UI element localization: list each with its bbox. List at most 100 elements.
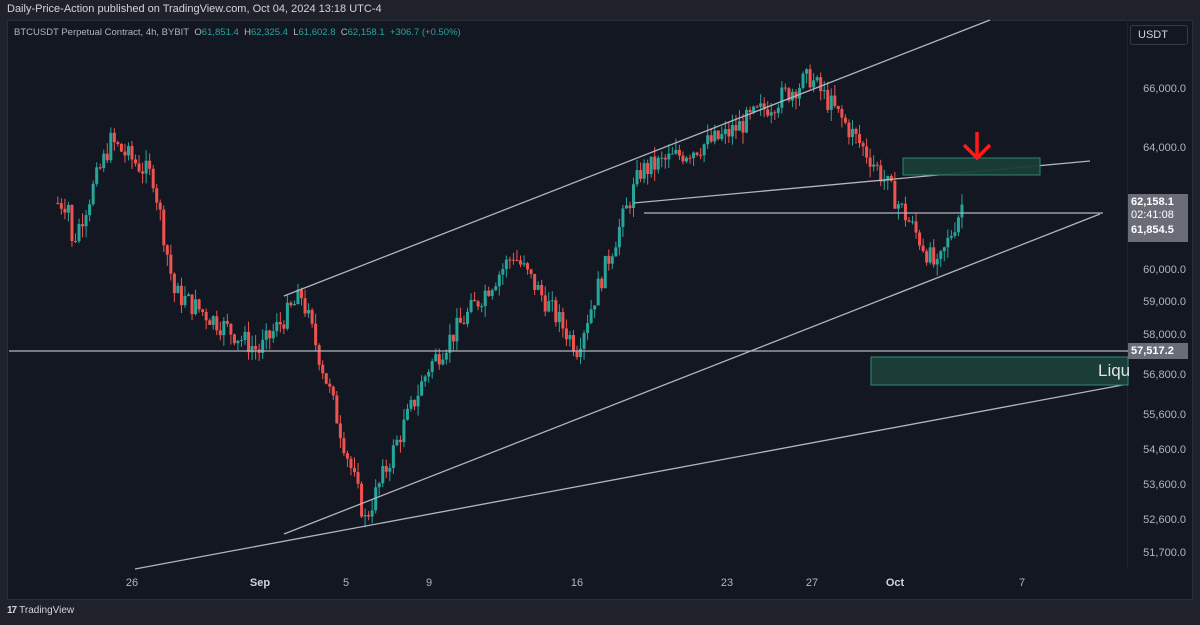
candle-down <box>179 285 183 306</box>
candle-up <box>596 278 600 306</box>
candle-down <box>130 146 134 160</box>
candle-up <box>363 515 367 517</box>
candle-down <box>748 109 752 112</box>
symbol-legend: BTCUSDT Perpetual Contract, 4h, BYBIT O6… <box>14 27 461 38</box>
candle-down <box>328 383 332 387</box>
candle-up <box>776 107 780 113</box>
candle-down <box>783 87 787 89</box>
candle-down <box>847 122 851 138</box>
candle-up <box>822 90 826 92</box>
candle-down <box>914 221 918 233</box>
horizontal-line-price-tag: 57,517.2 <box>1128 343 1188 359</box>
candle-up <box>536 284 540 290</box>
currency-button[interactable]: USDT <box>1130 25 1188 45</box>
candle-down <box>571 335 575 352</box>
candle-down <box>335 395 339 424</box>
candle-up <box>692 152 696 159</box>
candle-up <box>236 340 240 344</box>
candle-down <box>218 330 222 336</box>
candle-up <box>582 333 586 349</box>
candle-up <box>285 302 289 329</box>
candle-down <box>628 205 632 209</box>
supply-zone <box>902 157 1041 176</box>
candle-down <box>321 364 325 374</box>
candle-down <box>854 128 858 135</box>
candle-down <box>349 458 353 469</box>
candle-down <box>123 151 127 156</box>
candle-down <box>487 290 491 297</box>
candle-up <box>466 311 470 324</box>
level-price: 61,854.5 <box>1131 224 1174 236</box>
candle-down <box>826 90 830 110</box>
candle-down <box>59 203 63 209</box>
candle-up <box>504 259 508 270</box>
candle-down <box>889 175 893 181</box>
candle-down <box>338 423 342 439</box>
candle-up <box>946 237 950 248</box>
candle-down <box>540 284 544 296</box>
candle-up <box>886 175 890 181</box>
candle-up <box>88 204 92 216</box>
time-axis-label: Sep <box>249 577 271 589</box>
candle-up <box>381 466 385 484</box>
candle-down <box>663 157 667 160</box>
candle-down <box>879 165 883 182</box>
candle-down <box>165 245 169 255</box>
candle-up <box>667 153 671 160</box>
candle-down <box>345 453 349 459</box>
candle-down <box>858 134 862 144</box>
candle-up <box>550 300 554 302</box>
candle-up <box>444 352 448 360</box>
candle-down <box>677 149 681 156</box>
price-axis-label: 66,000.0 <box>1143 83 1186 95</box>
candle-up <box>635 170 639 185</box>
candle-down <box>600 278 604 289</box>
candle-up <box>522 263 526 265</box>
chart-frame[interactable] <box>7 20 1193 600</box>
candle-up <box>568 335 572 340</box>
candle-down <box>137 163 141 172</box>
candle-down <box>473 299 477 302</box>
time-axis-label: 23 <box>720 577 734 589</box>
candle-up <box>448 334 452 353</box>
candle-down <box>437 354 441 365</box>
candle-down <box>843 117 847 123</box>
candle-up <box>610 256 614 264</box>
candle-up <box>176 285 180 294</box>
candle-up <box>480 306 484 308</box>
candle-up <box>632 184 636 209</box>
candle-down <box>794 91 798 99</box>
candle-down <box>819 77 823 92</box>
liquidity-zone <box>870 356 1129 386</box>
published-header: Daily-Price-Action published on TradingV… <box>7 3 382 15</box>
candle-down <box>833 95 837 107</box>
candle-up <box>720 133 724 139</box>
candle-up <box>126 146 130 156</box>
candle-up <box>370 510 374 517</box>
candle-up <box>956 217 960 233</box>
symbol-name: BTCUSDT Perpetual Contract, 4h, BYBIT <box>14 27 190 38</box>
candle-down <box>247 331 251 353</box>
change-value: +306.7 (+0.50%) <box>389 27 461 38</box>
candle-down <box>158 202 162 210</box>
candle-down <box>73 241 77 243</box>
candle-down <box>398 439 402 443</box>
candle-up <box>183 295 187 306</box>
candle-down <box>836 106 840 109</box>
time-axis-label: 9 <box>425 577 433 589</box>
candle-up <box>649 156 653 175</box>
candle-up <box>187 294 191 296</box>
candle-up <box>780 87 784 108</box>
tradingview-logo: 17 TradingView <box>7 605 75 616</box>
candle-down <box>861 143 865 147</box>
candle-up <box>430 361 434 372</box>
candle-down <box>893 180 897 209</box>
candle-down <box>215 316 219 331</box>
candle-down <box>529 269 533 274</box>
candle-up <box>109 132 113 161</box>
candle-up <box>769 112 773 116</box>
down-arrow-icon <box>962 143 992 161</box>
liquidity-zone-label: Liqu <box>1098 361 1131 380</box>
candle-down <box>300 289 304 299</box>
